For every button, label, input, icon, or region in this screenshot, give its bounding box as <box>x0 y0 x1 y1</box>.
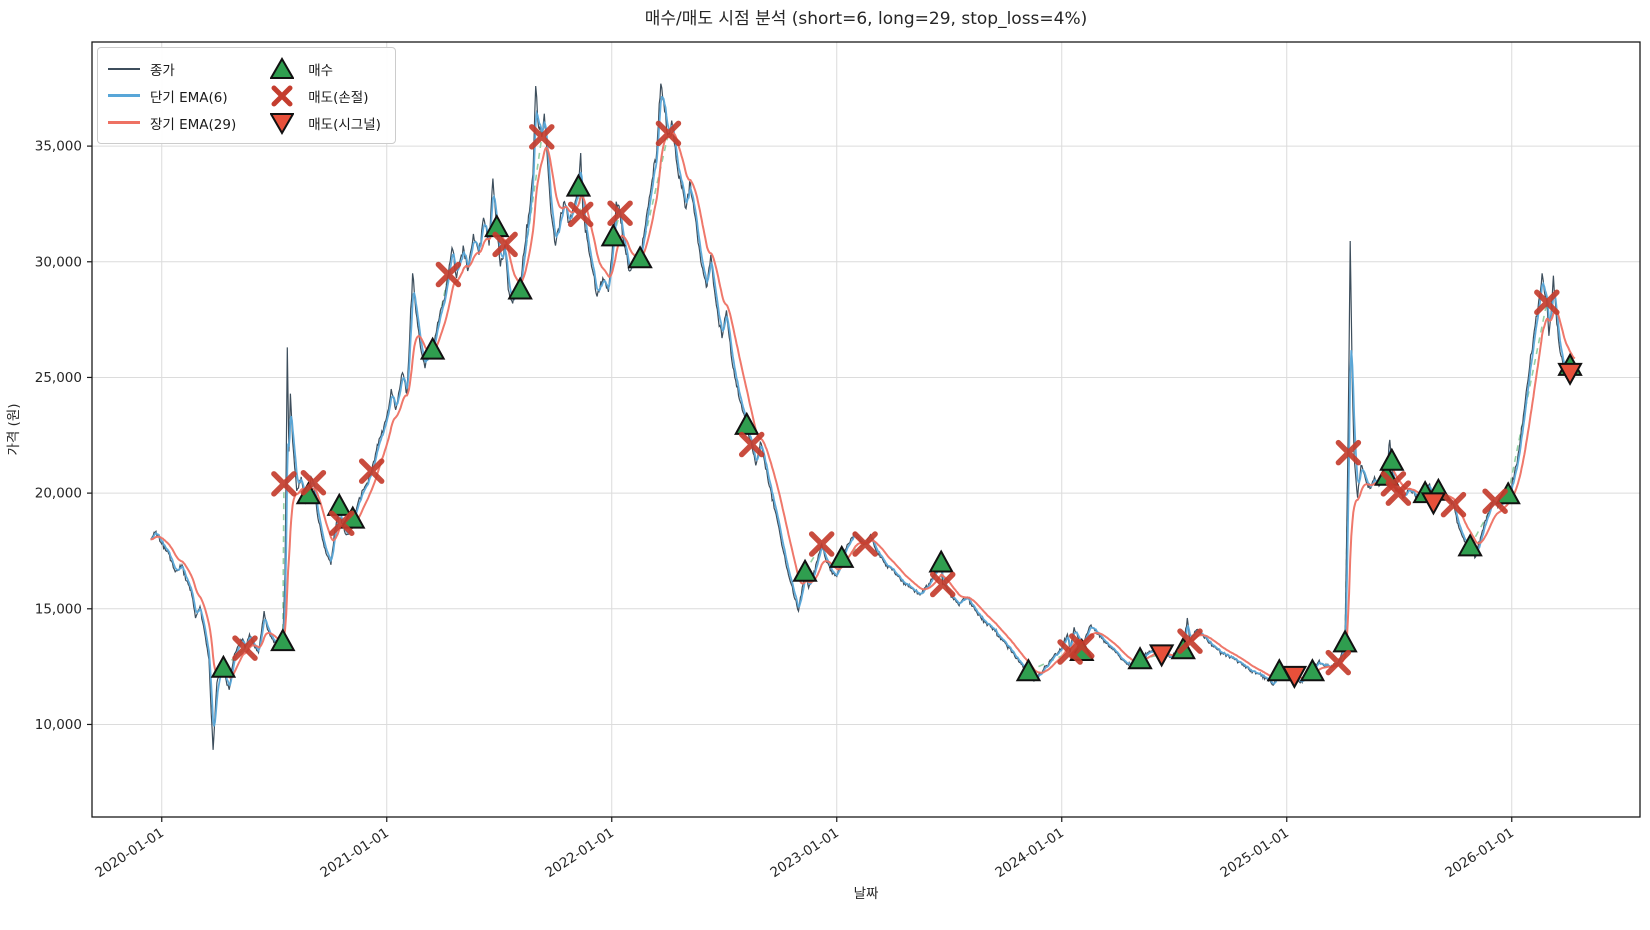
x-tick-label: 2021-01-01 <box>317 825 392 881</box>
sell-stop-marker <box>567 201 594 228</box>
plot-border <box>91 41 1641 818</box>
signal-markers <box>210 120 1583 689</box>
buy-marker <box>1457 533 1483 557</box>
buy-marker <box>627 245 653 269</box>
buy-marker <box>734 411 760 435</box>
buy-marker <box>792 558 818 582</box>
sell-stop-marker <box>329 510 355 536</box>
legend-item: 장기 EMA(29) <box>108 109 236 136</box>
legend-item: 종가 <box>108 55 236 82</box>
x-tick-label: 2022-01-01 <box>542 825 617 881</box>
trade-connector-lines <box>222 133 1571 677</box>
buy-marker <box>1127 646 1153 670</box>
x-tick-label: 2024-01-01 <box>992 825 1067 881</box>
buy-marker <box>210 654 237 678</box>
legend-item: 매수 <box>266 55 381 82</box>
chart-title: 매수/매도 시점 분석 (short=6, long=29, stop_loss… <box>645 9 1088 29</box>
legend-item-label: 종가 <box>150 62 175 79</box>
y-tick-label: 30,000 <box>35 254 82 270</box>
sell-stop-marker <box>232 635 258 661</box>
sell-stop-marker <box>1385 480 1412 506</box>
buy-marker <box>326 492 352 516</box>
legend-item-label: 매수 <box>308 62 334 79</box>
legend-item: 매도(시그널) <box>266 109 381 136</box>
buy-marker <box>1015 658 1042 682</box>
price-series-lines <box>150 83 1576 750</box>
sell-stop-marker <box>1069 633 1095 659</box>
buy-marker <box>600 223 627 247</box>
sell-stop-marker <box>1534 289 1560 316</box>
sell-stop-marker <box>1482 488 1508 514</box>
sell-stop-marker <box>1440 491 1467 518</box>
sell-stop-marker <box>1325 649 1352 676</box>
buy-marker <box>1379 447 1405 471</box>
y-tick-label: 25,000 <box>35 370 82 386</box>
buy-marker <box>1332 629 1358 653</box>
y-axis-label: 가격 (원) <box>6 403 22 455</box>
x-tick-label: 2025-01-01 <box>1217 825 1292 881</box>
sell-signal-marker <box>1420 492 1447 516</box>
close-price-line <box>150 83 1576 750</box>
x-tick-label: 2023-01-01 <box>767 825 842 881</box>
sell-stop-marker <box>1335 439 1362 466</box>
y-tick-label: 20,000 <box>35 486 82 502</box>
legend-item-label: 장기 EMA(29) <box>150 116 237 133</box>
buy-marker <box>270 628 296 652</box>
x-axis-label: 날짜 <box>854 886 879 902</box>
sell-stop-marker <box>808 531 835 557</box>
sell-signal-marker <box>1281 665 1308 689</box>
legend-line-swatch <box>108 94 140 97</box>
axis-ticks <box>87 145 1513 822</box>
buy-marker <box>829 544 855 568</box>
buy-marker <box>507 276 533 300</box>
x-icon <box>266 84 298 108</box>
y-tick-label: 15,000 <box>35 601 82 617</box>
legend-item-label: 매도(시그널) <box>308 116 381 133</box>
trade-connector <box>282 483 285 642</box>
legend-line-swatch <box>108 121 140 124</box>
y-tick-label: 35,000 <box>35 139 82 155</box>
buy-marker <box>565 173 592 197</box>
long-ema-line <box>150 131 1576 681</box>
sell-stop-marker <box>271 471 297 497</box>
sell-stop-marker <box>1177 628 1203 654</box>
sell-signal-marker <box>1557 362 1583 386</box>
sell-stop-marker <box>492 231 518 258</box>
legend-item: 단기 EMA(6) <box>108 82 236 109</box>
x-tick-label: 2020-01-01 <box>92 825 167 881</box>
sell-stop-marker <box>738 431 765 458</box>
triangle-down-icon <box>266 111 298 135</box>
legend-line-swatch <box>108 67 140 70</box>
legend-item-label: 매도(손절) <box>308 89 369 106</box>
trade-connector <box>1469 500 1496 547</box>
sell-stop-marker <box>358 458 385 484</box>
short-ema-line <box>150 95 1576 727</box>
buy-marker <box>928 549 954 573</box>
sell-stop-marker <box>852 531 878 557</box>
x-tick-label: 2026-01-01 <box>1442 825 1517 881</box>
sell-stop-marker <box>655 120 682 147</box>
grid-lines <box>92 42 1640 817</box>
sell-signal-marker <box>1148 644 1175 668</box>
legend-item-label: 단기 EMA(6) <box>150 89 228 106</box>
sell-stop-marker <box>1057 639 1083 665</box>
buy-marker <box>1299 658 1326 682</box>
sell-stop-marker <box>607 200 633 226</box>
sell-stop-marker <box>529 124 555 150</box>
legend-item: 매도(손절) <box>266 82 381 109</box>
sell-stop-marker <box>435 261 462 288</box>
buy-marker <box>419 336 446 360</box>
sell-stop-marker <box>300 469 327 496</box>
y-tick-label: 10,000 <box>35 717 82 733</box>
sell-stop-marker <box>929 571 956 598</box>
triangle-up-icon <box>266 56 298 81</box>
